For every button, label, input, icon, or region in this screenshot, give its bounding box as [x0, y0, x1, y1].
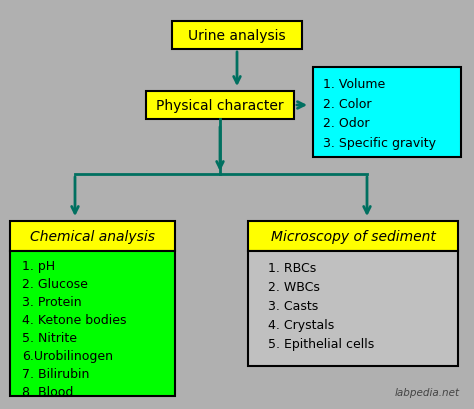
FancyBboxPatch shape	[248, 252, 458, 366]
Text: 1. Volume
2. Color
2. Odor
3. Specific gravity: 1. Volume 2. Color 2. Odor 3. Specific g…	[323, 78, 436, 149]
Text: Physical character: Physical character	[156, 99, 284, 113]
Text: labpedia.net: labpedia.net	[395, 387, 460, 397]
FancyBboxPatch shape	[172, 22, 302, 50]
FancyBboxPatch shape	[146, 92, 294, 120]
FancyBboxPatch shape	[10, 252, 175, 396]
FancyBboxPatch shape	[10, 221, 175, 252]
FancyBboxPatch shape	[248, 221, 458, 252]
Text: Microscopy of sediment: Microscopy of sediment	[271, 229, 436, 243]
Text: Chemical analysis: Chemical analysis	[30, 229, 155, 243]
FancyBboxPatch shape	[313, 68, 461, 157]
Text: Urine analysis: Urine analysis	[188, 29, 286, 43]
Text: 1. pH
2. Glucose
3. Protein
4. Ketone bodies
5. Nitrite
6.Urobilinogen
7. Biliru: 1. pH 2. Glucose 3. Protein 4. Ketone bo…	[22, 259, 127, 398]
Text: 1. RBCs
2. WBCs
3. Casts
4. Crystals
5. Epithelial cells: 1. RBCs 2. WBCs 3. Casts 4. Crystals 5. …	[268, 261, 374, 350]
